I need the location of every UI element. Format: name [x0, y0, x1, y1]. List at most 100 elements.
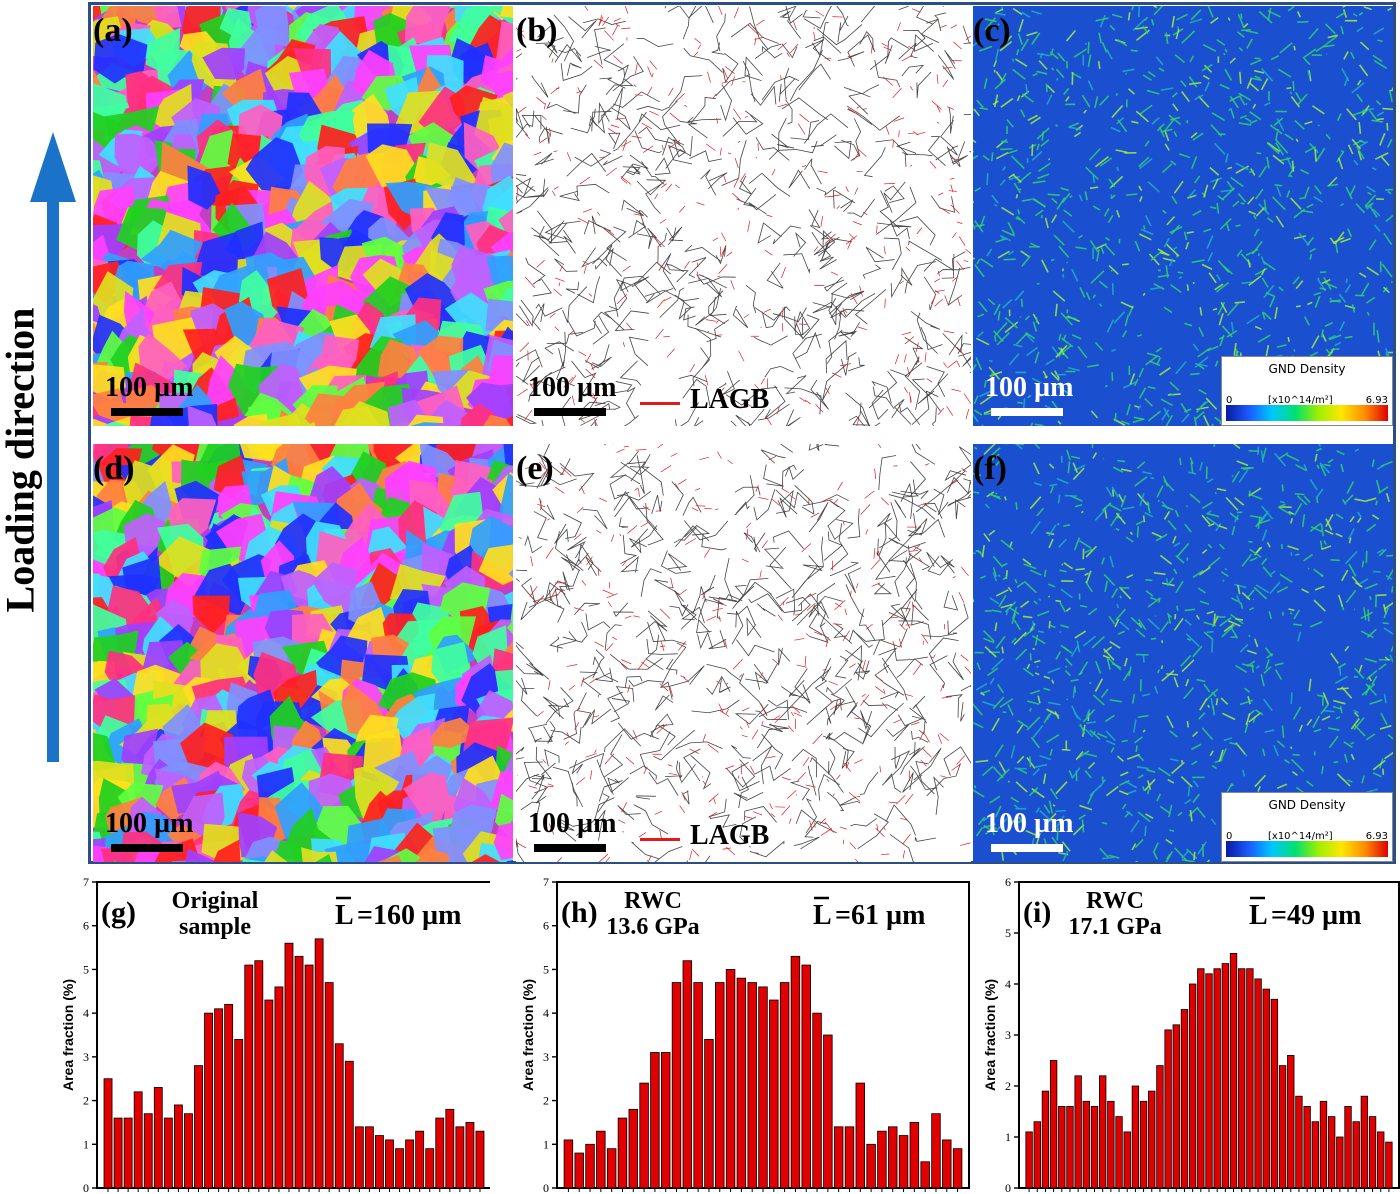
- histogram-bar: [314, 938, 324, 1189]
- scale-bar-label: 100 µm: [985, 808, 1074, 839]
- scale-bar: [111, 408, 183, 416]
- lagb-legend-label: LAGB: [690, 384, 770, 415]
- y-tick-label: 7: [543, 875, 549, 889]
- histogram-bar: [264, 999, 274, 1189]
- histogram-bar: [1139, 1100, 1148, 1189]
- histogram-bar: [1049, 1060, 1058, 1189]
- histogram-bar: [682, 960, 693, 1189]
- histogram-bar: [1311, 1121, 1319, 1189]
- histogram-bar: [184, 1113, 193, 1189]
- histogram-bar: [1041, 1090, 1050, 1189]
- histogram-bar: [574, 1152, 584, 1189]
- y-axis-title: Area fraction (%): [60, 979, 76, 1091]
- chart-title-line: 13.6 GPa: [606, 914, 699, 940]
- histogram-bar: [1287, 1054, 1295, 1189]
- histogram-bar: [596, 1130, 606, 1189]
- histogram-bar: [1221, 963, 1230, 1189]
- histogram-bar: [833, 1126, 844, 1189]
- panel-label: (c): [973, 12, 1011, 49]
- micrograph-panel-a: (a) 100 µm: [93, 6, 513, 426]
- histogram-bar: [1156, 1065, 1164, 1189]
- chart-title-line: 17.1 GPa: [1068, 914, 1161, 940]
- histogram-bar: [274, 986, 284, 1189]
- histogram-bar: [844, 1126, 855, 1189]
- histogram-bar: [866, 1143, 876, 1189]
- histogram-bar: [639, 1082, 649, 1189]
- histogram-bar: [585, 1143, 595, 1189]
- histogram-bar: [1229, 953, 1238, 1189]
- histogram-bar: [123, 1117, 133, 1189]
- histogram-bar: [1066, 1105, 1074, 1189]
- histogram-bar: [1377, 1131, 1385, 1189]
- y-tick-label: 1: [83, 1137, 89, 1151]
- y-tick-label: 0: [543, 1181, 549, 1194]
- y-tick-label: 0: [83, 1181, 89, 1194]
- lagb-legend-label: LAGB: [690, 820, 770, 851]
- panel-label: (b): [516, 12, 558, 49]
- histogram-bar: [1213, 968, 1221, 1189]
- histogram-bar: [693, 982, 703, 1189]
- y-tick-label: 2: [83, 1094, 89, 1108]
- colorbar-gradient: [1226, 405, 1388, 421]
- histogram-bar: [465, 1122, 475, 1189]
- histogram-bar: [395, 1148, 404, 1189]
- y-tick-label: 4: [83, 1006, 89, 1020]
- histogram-bar: [103, 1078, 113, 1189]
- histogram-bar: [1123, 1131, 1131, 1189]
- histogram-bar: [1303, 1105, 1311, 1189]
- histogram-bar: [364, 1126, 374, 1189]
- histogram-bar: [1336, 1136, 1344, 1189]
- y-tick-label: 5: [1005, 926, 1011, 940]
- mean-length-symbol: L: [813, 900, 832, 931]
- histogram-bar: [877, 1130, 887, 1189]
- histogram-bar: [920, 1161, 930, 1189]
- histogram-bar: [1262, 988, 1270, 1189]
- histogram-bar: [344, 1060, 354, 1189]
- colorbar-title: GND Density: [1268, 798, 1346, 812]
- y-tick-label: 0: [1005, 1181, 1011, 1194]
- scale-bar: [111, 844, 183, 852]
- histogram-g: 0 1 2 3 4 5 6 7 Area fraction (%) (g) Originalsamp…: [60, 875, 490, 1194]
- histogram-bar: [435, 1117, 445, 1189]
- histogram-bar: [1107, 1100, 1115, 1189]
- histogram-bar: [671, 982, 682, 1189]
- histogram-bar: [455, 1126, 465, 1189]
- histogram-bar: [1131, 1085, 1140, 1189]
- micrograph-panel-e: (e) 100 µm LAGB: [516, 444, 971, 862]
- histogram-bar: [284, 942, 294, 1189]
- mean-length-value: =160 µm: [357, 900, 461, 931]
- histogram-bar: [204, 1012, 213, 1189]
- histogram-bar: [1090, 1105, 1099, 1189]
- histogram-bar: [173, 1104, 183, 1189]
- histogram-bar: [628, 1108, 638, 1189]
- histogram-bar: [660, 1052, 671, 1189]
- scale-bar-label: 100 µm: [105, 372, 194, 403]
- histogram-bar: [888, 1126, 898, 1189]
- scale-bar: [534, 844, 606, 852]
- micrograph-panel-f: (f) 100 µm GND Density 0 [x10^14/m²] 6.93: [973, 444, 1393, 862]
- scale-bar-label: 100 µm: [985, 372, 1074, 403]
- histogram-bar: [715, 982, 725, 1189]
- scale-bar-label: 100 µm: [528, 808, 617, 839]
- y-tick-label: 3: [1005, 1028, 1011, 1042]
- histogram-bar: [909, 1122, 920, 1189]
- scale-bar: [991, 844, 1063, 852]
- histogram-bar: [214, 1008, 224, 1189]
- colorbar-max: 6.93: [1365, 395, 1388, 406]
- y-tick-label: 6: [83, 919, 89, 933]
- mean-length-symbol: L: [1249, 900, 1268, 931]
- histogram-bar: [779, 982, 790, 1189]
- histogram-bar: [1164, 1029, 1172, 1189]
- histogram-bar: [234, 1038, 244, 1189]
- chart-panel-label: (g): [101, 896, 136, 929]
- histogram-bar: [1074, 1075, 1082, 1189]
- y-tick-label: 6: [1005, 875, 1011, 889]
- histogram-bar: [143, 1113, 153, 1189]
- histogram-bar: [931, 1113, 941, 1189]
- histogram-bar: [725, 969, 736, 1189]
- histogram-bar: [294, 955, 304, 1189]
- y-tick-label: 6: [543, 919, 549, 933]
- histogram-bar: [790, 955, 801, 1189]
